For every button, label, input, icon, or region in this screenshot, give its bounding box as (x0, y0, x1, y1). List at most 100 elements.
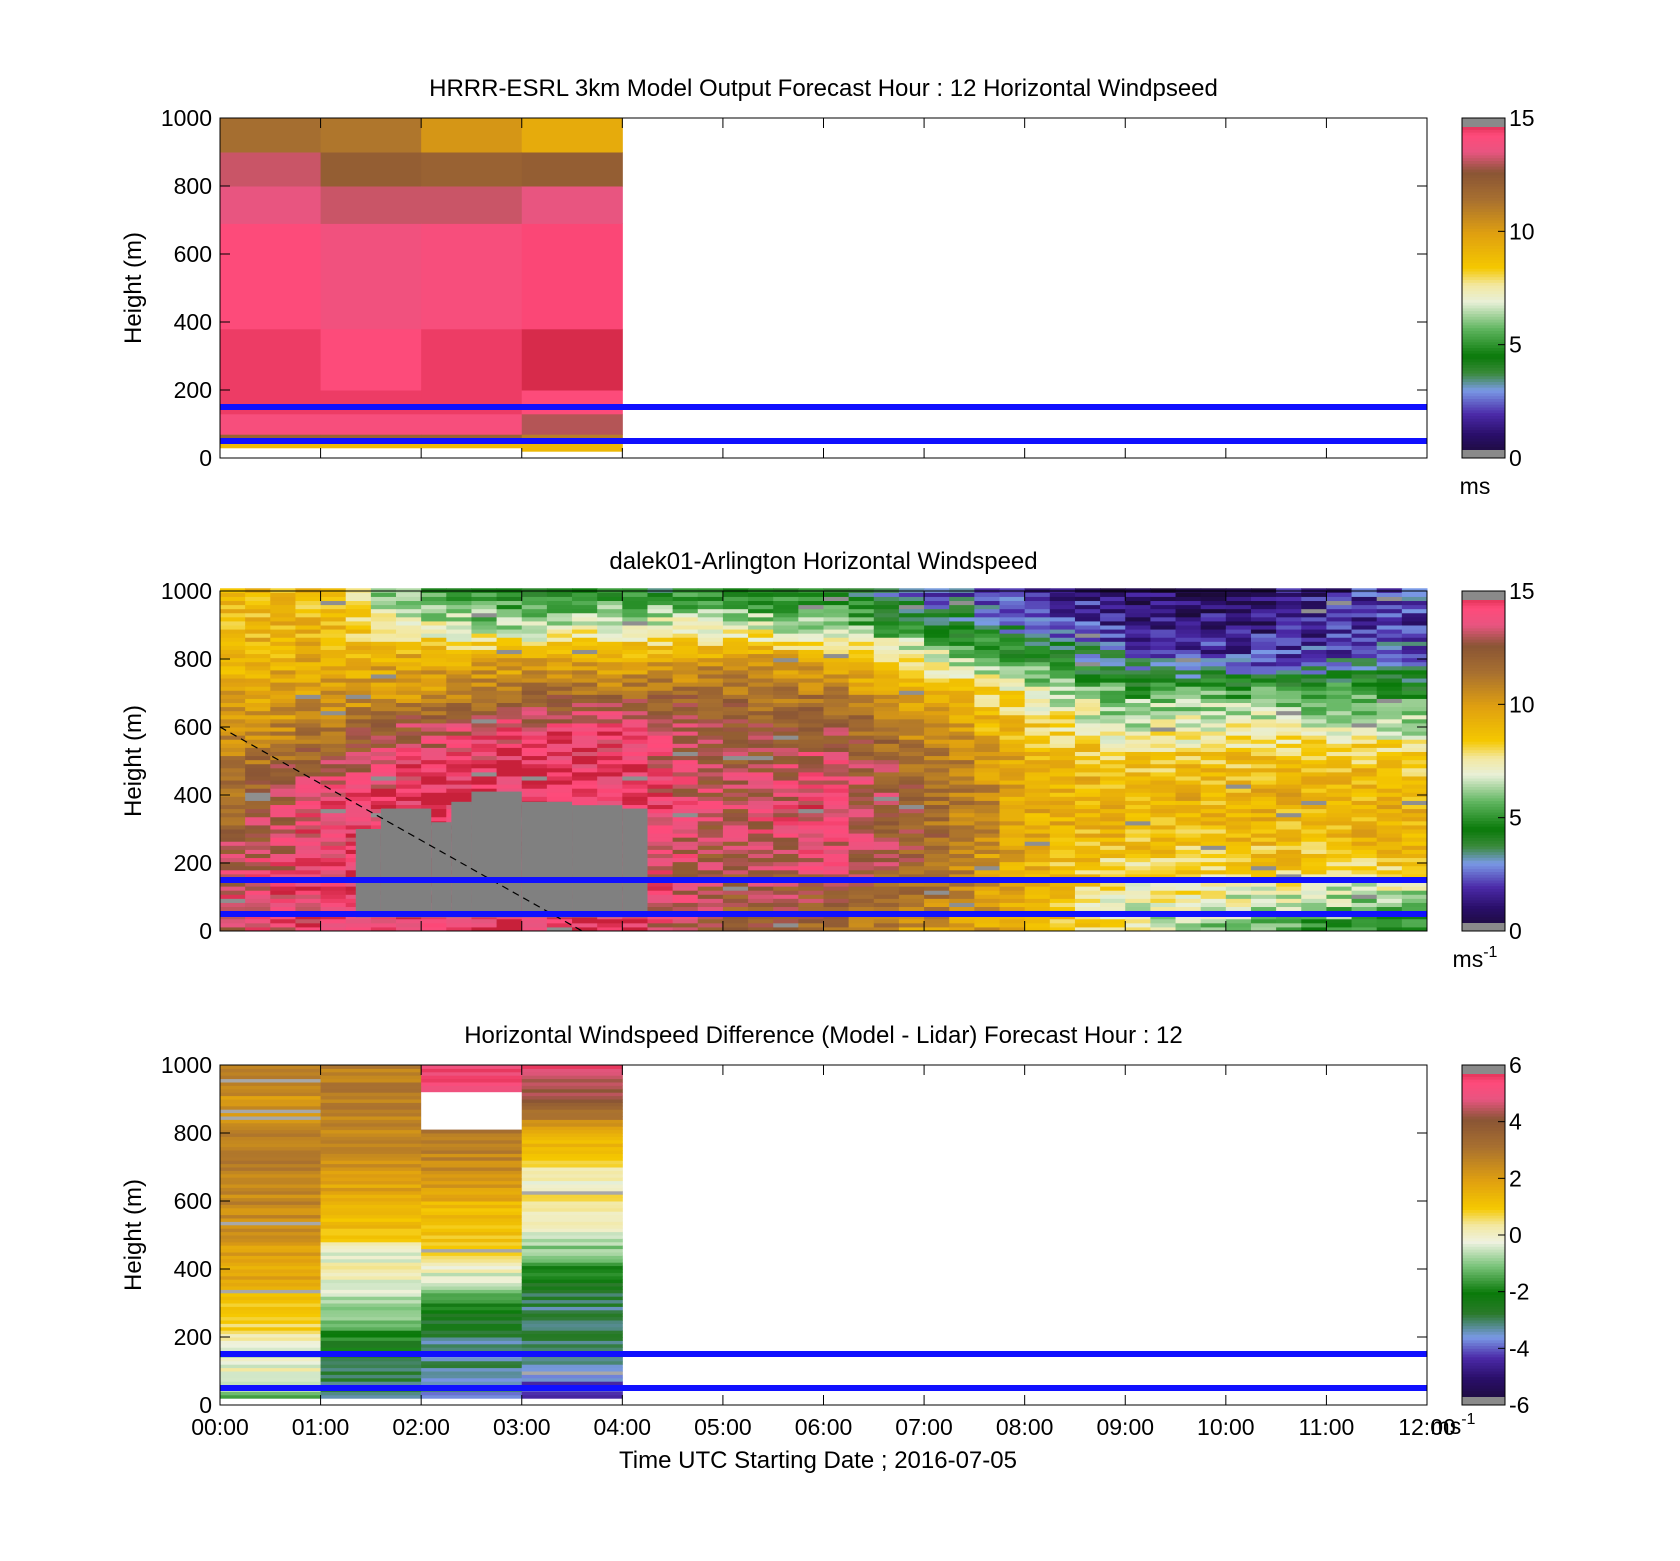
heatmap-cell (446, 714, 472, 720)
heatmap-cell (572, 633, 598, 638)
heatmap-cell (798, 747, 824, 752)
heatmap-cell (898, 669, 925, 675)
heatmap-cell (697, 800, 724, 806)
heatmap-cell (647, 837, 674, 842)
heatmap-cell (722, 743, 749, 748)
heatmap-cell (396, 722, 422, 728)
heatmap-cell (320, 1078, 422, 1083)
heatmap-cell (949, 706, 975, 712)
heatmap-cell (1150, 792, 1177, 797)
heatmap-cell (1100, 731, 1126, 736)
heatmap-cell (270, 882, 296, 887)
heatmap-cell (1225, 682, 1252, 687)
heatmap-cell (622, 792, 648, 797)
colorbar-segment (1462, 1274, 1505, 1278)
heatmap-cell (370, 706, 397, 712)
heatmap-cell (1376, 637, 1403, 642)
heatmap-cell (873, 665, 900, 671)
heatmap-cell (1301, 869, 1327, 875)
heatmap-cell (1351, 780, 1378, 785)
heatmap-cell (396, 604, 422, 610)
heatmap-cell (396, 922, 422, 928)
heatmap-cell (898, 845, 925, 850)
heatmap-cell (546, 784, 573, 789)
colorbar-segment (1462, 627, 1505, 632)
heatmap-cell (1175, 649, 1202, 655)
heatmap-cell (446, 792, 472, 797)
heatmap-cell (220, 1265, 322, 1270)
heatmap-cell (270, 710, 296, 716)
heatmap-cell (1125, 808, 1151, 814)
heatmap-cell (722, 755, 749, 761)
heatmap-cell (396, 616, 422, 622)
heatmap-cell (521, 1231, 623, 1236)
colorbar-segment (1462, 837, 1505, 841)
heatmap-cell (1049, 845, 1076, 850)
heatmap-cell (521, 1160, 623, 1165)
heatmap-cell (1074, 763, 1101, 769)
colorbar-segment (1462, 1271, 1505, 1276)
heatmap-cell (521, 1075, 623, 1080)
heatmap-cell (521, 413, 623, 435)
heatmap-cell (521, 1313, 623, 1318)
heatmap-cell (898, 604, 925, 610)
heatmap-cell (1351, 853, 1378, 859)
heatmap-cell (220, 1258, 322, 1263)
heatmap-cell (421, 1211, 523, 1216)
heatmap-cell (320, 829, 347, 834)
colorbar-segment (1462, 1376, 1505, 1380)
heatmap-cell (521, 1265, 623, 1270)
heatmap-cell (672, 873, 699, 879)
heatmap-cell (320, 1316, 422, 1321)
heatmap-cell (521, 1296, 623, 1301)
heatmap-cell (1250, 865, 1277, 871)
heatmap-cell (697, 686, 724, 691)
heatmap-cell (521, 735, 548, 740)
heatmap-cell (1250, 731, 1277, 736)
heatmap-cell (370, 780, 397, 785)
heatmap-cell (320, 1177, 422, 1182)
heatmap-cell (220, 898, 246, 903)
heatmap-cell (873, 759, 900, 765)
heatmap-cell (471, 918, 498, 924)
heatmap-cell (572, 792, 598, 797)
heatmap-cell (1150, 657, 1177, 663)
heatmap-cell (924, 600, 950, 606)
heatmap-cell (1225, 641, 1252, 646)
heatmap-cell (421, 926, 447, 932)
heatmap-cell (471, 645, 498, 650)
heatmap-cell (1125, 698, 1151, 704)
heatmap-cell (1100, 853, 1126, 859)
heatmap-cell (924, 592, 950, 597)
heatmap-cell (471, 731, 498, 736)
heatmap-cell (1301, 633, 1327, 638)
heatmap-cell (1276, 608, 1302, 614)
colorbar-segment (1462, 715, 1505, 719)
heatmap-cell (748, 849, 774, 854)
heatmap-cell (999, 845, 1026, 850)
heatmap-cell (722, 739, 749, 744)
heatmap-cell (1225, 686, 1252, 691)
heatmap-cell (245, 796, 271, 801)
heatmap-cell (521, 1143, 623, 1148)
heatmap-cell (1250, 820, 1277, 826)
heatmap-cell (1250, 633, 1277, 638)
x-tick-label: 10:00 (1197, 1414, 1255, 1440)
heatmap-cell (697, 735, 724, 740)
heatmap-cell (396, 763, 422, 769)
heatmap-cell (320, 1214, 422, 1219)
heatmap-cell (1351, 816, 1378, 822)
heatmap-cell (345, 706, 372, 712)
heatmap-cell (873, 649, 900, 655)
heatmap-cell (345, 731, 372, 736)
heatmap-cell (1049, 755, 1076, 761)
heatmap-cell (320, 812, 347, 818)
heatmap-cell (873, 918, 900, 924)
heatmap-cell (370, 592, 397, 597)
heatmap-cell (345, 694, 372, 699)
heatmap-cell (1351, 771, 1378, 777)
heatmap-cell (295, 759, 322, 765)
heatmap-cell (697, 788, 724, 793)
colorbar-segment (1462, 851, 1505, 855)
heatmap-cell (974, 824, 1001, 830)
